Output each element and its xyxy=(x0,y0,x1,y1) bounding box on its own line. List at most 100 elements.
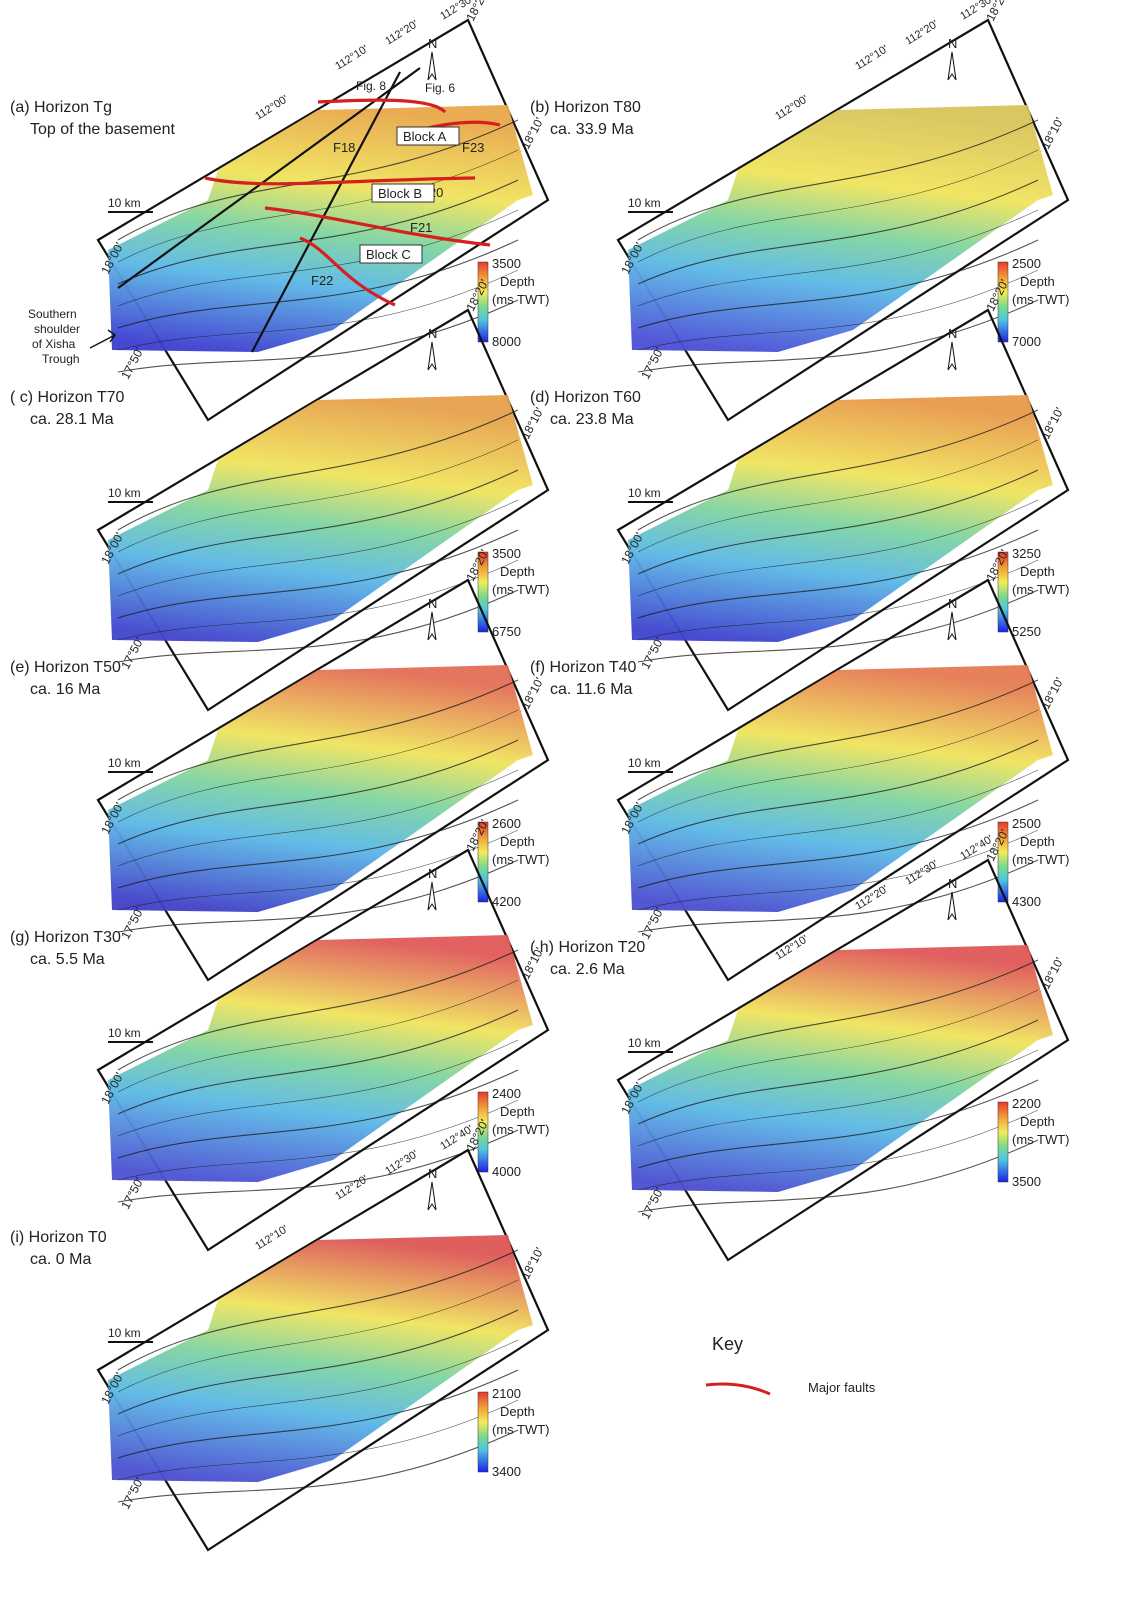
map-frame xyxy=(96,578,550,982)
lat-label: 18°10' xyxy=(518,405,546,441)
contour-line xyxy=(637,439,1039,553)
contour-line xyxy=(637,529,1039,619)
legend-max: 2200 xyxy=(1012,1096,1041,1111)
block-label-box xyxy=(359,244,423,264)
contour-line xyxy=(117,469,519,575)
north-arrow-icon xyxy=(947,51,957,81)
contour-line xyxy=(117,1069,519,1159)
fault-f21-label: F21 xyxy=(410,220,432,235)
contour-line xyxy=(117,769,519,867)
lon-label: 112°10' xyxy=(853,43,890,72)
contour-line xyxy=(637,1079,1039,1169)
contour-line xyxy=(117,1039,519,1137)
depth-surface xyxy=(108,665,533,912)
lon-label: 112°20' xyxy=(333,1173,370,1202)
lat-label: 18°10' xyxy=(518,675,546,711)
contour-line xyxy=(637,799,1039,889)
panel-caption-age: Top of the basement xyxy=(30,121,176,138)
north-label: N xyxy=(948,36,957,51)
contour-line xyxy=(117,529,519,619)
north-arrow-icon xyxy=(427,51,437,81)
legend-min: 4200 xyxy=(492,894,521,909)
arrow-icon xyxy=(89,329,116,349)
fault-line-swatch xyxy=(705,1382,771,1396)
north-label: N xyxy=(948,876,957,891)
legend-min: 8000 xyxy=(492,334,521,349)
scale-label: 10 km xyxy=(628,756,661,770)
lat-label: 17°50' xyxy=(118,1175,146,1211)
legend-colorbar xyxy=(477,821,489,903)
lon-label: 112°10' xyxy=(253,1223,290,1252)
block-label-box xyxy=(371,183,435,203)
lat-label: 18°10' xyxy=(1038,675,1066,711)
contour-line xyxy=(637,829,1039,911)
legend-max: 2600 xyxy=(492,816,521,831)
contour-line xyxy=(117,1249,519,1371)
legend-unit: (ms TWT) xyxy=(492,582,550,597)
block-label-box xyxy=(396,126,460,146)
contour-line xyxy=(117,269,519,351)
panel-caption-title: ( c) Horizon T70 xyxy=(10,389,125,406)
key-title: Key xyxy=(712,1334,743,1354)
legend-max: 2400 xyxy=(492,1086,521,1101)
contour-line xyxy=(637,299,1039,373)
contour-line xyxy=(637,119,1039,241)
legend-min: 4000 xyxy=(492,1164,521,1179)
lat-label: 17°50' xyxy=(118,1475,146,1511)
north-arrow-icon xyxy=(427,341,437,371)
contour-line xyxy=(637,469,1039,575)
major-fault-line xyxy=(264,206,491,247)
lat-label: 18°10' xyxy=(1038,115,1066,151)
lat-label: 18°10' xyxy=(518,1245,546,1281)
contour-line xyxy=(117,1429,519,1503)
lon-label: 112°20' xyxy=(903,18,940,47)
lon-label: 112°10' xyxy=(333,43,370,72)
north-arrow-icon xyxy=(947,341,957,371)
legend-max: 3500 xyxy=(492,546,521,561)
legend-title: Depth xyxy=(1020,564,1055,579)
map-frame xyxy=(96,308,550,712)
legend-colorbar xyxy=(477,551,489,633)
legend-max: 2500 xyxy=(1012,256,1041,271)
north-arrow-icon xyxy=(427,881,437,911)
legend-title: Depth xyxy=(500,1404,535,1419)
north-label: N xyxy=(948,326,957,341)
contour-line xyxy=(117,829,519,911)
scale-label: 10 km xyxy=(108,486,141,500)
contour-line xyxy=(117,299,519,373)
contour-line xyxy=(637,589,1039,663)
contour-line xyxy=(117,859,519,933)
lon-label: 112°00' xyxy=(253,93,290,122)
legend-min: 3400 xyxy=(492,1464,521,1479)
contour-line xyxy=(117,239,519,329)
contour-line xyxy=(117,739,519,845)
north-arrow-icon xyxy=(947,891,957,921)
legend-unit: (ms TWT) xyxy=(1012,582,1070,597)
north-label: N xyxy=(428,1166,437,1181)
contour-line xyxy=(117,1399,519,1481)
scale-label: 10 km xyxy=(108,1026,141,1040)
legend-colorbar xyxy=(477,1091,489,1173)
shoulder-label: shoulder xyxy=(34,322,80,336)
north-arrow-icon xyxy=(947,611,957,641)
scale-label: 10 km xyxy=(628,196,661,210)
contour-line xyxy=(637,179,1039,285)
lat-label: 17°50' xyxy=(638,345,666,381)
contour-line xyxy=(637,559,1039,641)
contour-line xyxy=(637,989,1039,1103)
depth-surface xyxy=(108,395,533,642)
contour-line xyxy=(637,149,1039,263)
contour-line xyxy=(637,1139,1039,1213)
contour-line xyxy=(637,269,1039,351)
legend-title: Depth xyxy=(1020,274,1055,289)
lat-label: 17°50' xyxy=(118,905,146,941)
legend-title: Depth xyxy=(500,564,535,579)
lon-label: 112°30' xyxy=(383,1148,420,1177)
block-label: Block A xyxy=(403,129,447,144)
section-line-fig8 xyxy=(251,71,401,353)
scale-label: 10 km xyxy=(108,1326,141,1340)
scale-label: 10 km xyxy=(108,756,141,770)
